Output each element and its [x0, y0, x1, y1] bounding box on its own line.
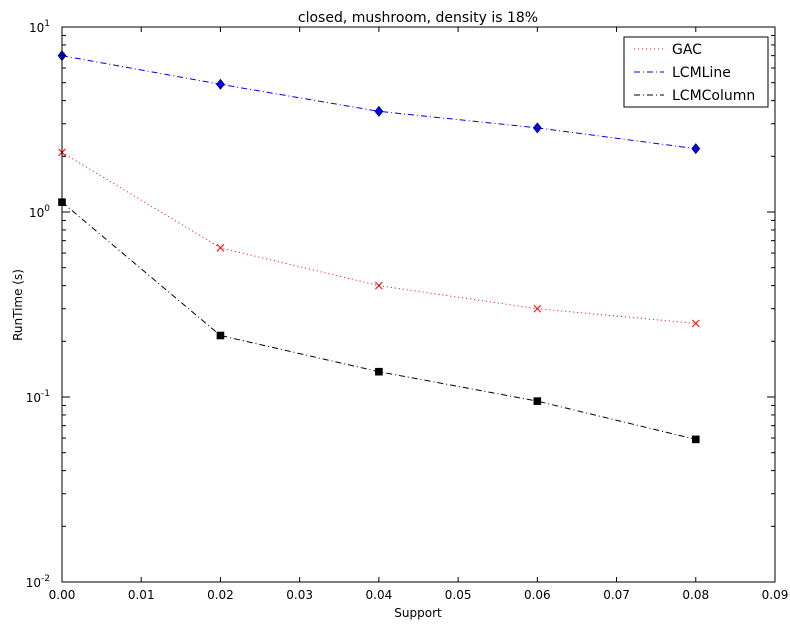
- x-tick-label: 0.00: [49, 588, 76, 602]
- legend-label-gac: GAC: [672, 42, 702, 58]
- data-point-lcmcolumn: [533, 397, 542, 405]
- data-point-lcmcolumn: [375, 367, 383, 376]
- data-point-gac: [533, 304, 542, 313]
- legend-label-lcmline: LCMLine: [672, 65, 731, 81]
- x-tick-label: 0.04: [366, 588, 393, 602]
- x-tick-label: 0.08: [682, 588, 709, 602]
- x-tick-label: 0.02: [207, 588, 234, 602]
- y-axis-title: RunTime (s): [11, 269, 25, 341]
- data-point-gac: [216, 244, 225, 252]
- x-axis-title: Support: [394, 606, 442, 620]
- x-tick-label: 0.03: [286, 588, 313, 602]
- marker-stroke: [691, 319, 700, 328]
- chart-title: closed, mushroom, density is 18%: [298, 10, 538, 26]
- data-point-gac: [691, 319, 700, 328]
- data-point-lcmline: [374, 105, 384, 117]
- y-tick-label: 10-1: [26, 389, 50, 405]
- marker-stroke: [533, 304, 542, 313]
- data-point-lcmline: [532, 122, 542, 134]
- x-tick-label: 0.05: [445, 588, 472, 602]
- x-tick-label: 0.06: [524, 588, 551, 602]
- legend-label-lcmcolumn: LCMColumn: [672, 88, 755, 104]
- y-tick-label: 100: [29, 204, 50, 220]
- series-line-lcmcolumn: [61, 201, 696, 440]
- x-tick-label: 0.09: [762, 588, 789, 602]
- data-point-lcmline: [216, 78, 225, 90]
- data-point-lcmcolumn: [216, 331, 225, 340]
- x-tick-label: 0.01: [128, 588, 155, 602]
- marker-stroke: [216, 244, 225, 252]
- legend: GAC LCMLine LCMColumn: [623, 36, 769, 108]
- series-line-gac: [61, 151, 696, 324]
- y-tick-label: 101: [29, 19, 50, 35]
- data-point-gac: [375, 281, 383, 290]
- plot-area-frame: [61, 26, 776, 583]
- y-tick-label: 10-2: [26, 574, 50, 590]
- marker-stroke: [375, 281, 383, 290]
- data-point-lcmline: [691, 143, 701, 155]
- x-tick-label: 0.07: [603, 588, 630, 602]
- series-line-lcmline: [61, 55, 696, 150]
- data-point-lcmcolumn: [691, 435, 700, 444]
